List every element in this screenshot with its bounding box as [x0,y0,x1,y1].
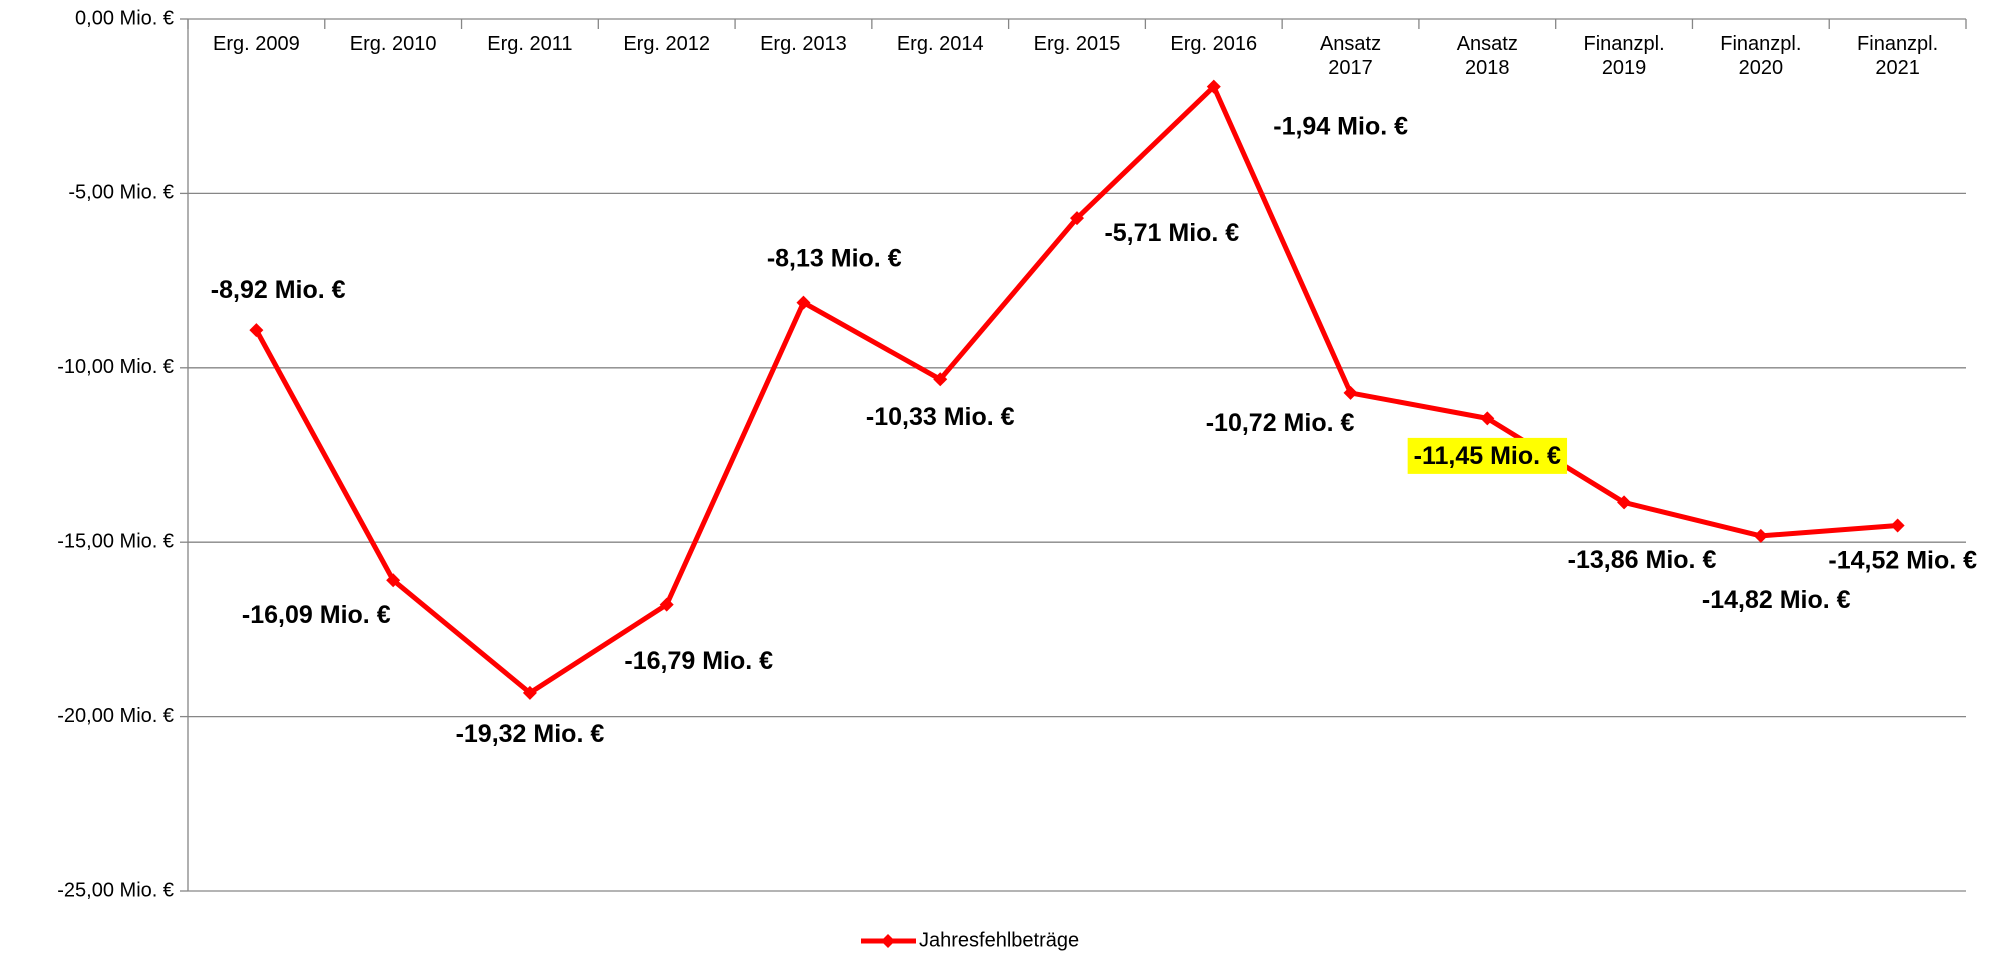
x-tick-label: Erg. 2012 [623,33,711,55]
data-point [522,685,537,700]
x-tick-label: Erg. 2013 [760,33,847,55]
data-label-group: -19,32 Mio. € [456,720,605,748]
data-label: -16,79 Mio. € [624,647,773,675]
data-label: -1,94 Mio. € [1273,113,1408,141]
data-label: -8,13 Mio. € [767,245,902,273]
data-label-group: -5,71 Mio. € [1104,219,1239,247]
data-label-group: -10,72 Mio. € [1206,409,1355,437]
y-tick-label: -25,00 Mio. € [57,879,174,901]
x-tick-label: Finanzpl. 2020 [1720,33,1802,79]
data-label-group: -10,33 Mio. € [866,403,1015,431]
data-point [1480,411,1495,426]
data-label-group: -16,09 Mio. € [242,601,391,629]
data-label-group: -11,45 Mio. € [1407,437,1568,474]
data-point [1890,518,1905,533]
data-label: -14,52 Mio. € [1828,546,1977,574]
x-tick-label: Erg. 2016 [1170,33,1258,55]
x-tick-label: Ansatz 2018 [1456,33,1518,79]
y-tick-label: -20,00 Mio. € [57,705,174,727]
data-point [249,323,264,338]
data-point [386,573,401,588]
data-label-group: -1,94 Mio. € [1273,113,1408,141]
data-point [1753,528,1768,543]
data-label-group: -14,82 Mio. € [1702,586,1851,614]
data-point [1070,211,1084,226]
data-label: -19,32 Mio. € [456,720,605,748]
y-tick-label: -15,00 Mio. € [57,530,174,552]
data-label: -13,86 Mio. € [1568,546,1717,574]
x-tick-label: Erg. 2010 [349,33,437,55]
data-label: -8,92 Mio. € [211,276,346,304]
x-tick-label: Erg. 2015 [1033,33,1121,55]
data-label-group: -13,86 Mio. € [1568,546,1717,574]
x-tick-label: Ansatz 2017 [1319,33,1382,79]
legend-marker [881,934,895,948]
data-label: -10,33 Mio. € [866,403,1015,431]
data-point [933,372,948,387]
legend-label: Jahresfehlbeträge [919,929,1079,951]
data-label: -11,45 Mio. € [1414,442,1561,470]
data-label-group: -8,92 Mio. € [211,276,346,304]
data-point [1617,495,1632,510]
data-point [1206,79,1221,94]
x-tick-label: Erg. 2009 [213,33,300,55]
x-tick-label: Erg. 2014 [896,33,984,55]
data-point [796,295,811,310]
data-point [659,597,674,612]
x-tick-label: Finanzpl. 2021 [1857,33,1939,79]
data-label-highlight [1407,437,1568,474]
data-label: -10,72 Mio. € [1206,409,1355,437]
y-tick-label: 0,00 Mio. € [75,7,174,29]
y-tick-label: -5,00 Mio. € [68,182,174,204]
data-label-group: -16,79 Mio. € [624,647,773,675]
data-label: -16,09 Mio. € [242,601,391,629]
x-tick-label: Finanzpl. 2019 [1583,33,1665,79]
data-label: -14,82 Mio. € [1702,586,1851,614]
data-label: -5,71 Mio. € [1104,219,1239,247]
series-line [254,84,1898,696]
y-tick-label: -10,00 Mio. € [57,356,174,378]
data-label-group: -14,52 Mio. € [1828,546,1977,574]
data-point [1343,385,1358,400]
data-label-group: -8,13 Mio. € [767,245,902,273]
x-tick-label: Erg. 2011 [487,33,573,55]
